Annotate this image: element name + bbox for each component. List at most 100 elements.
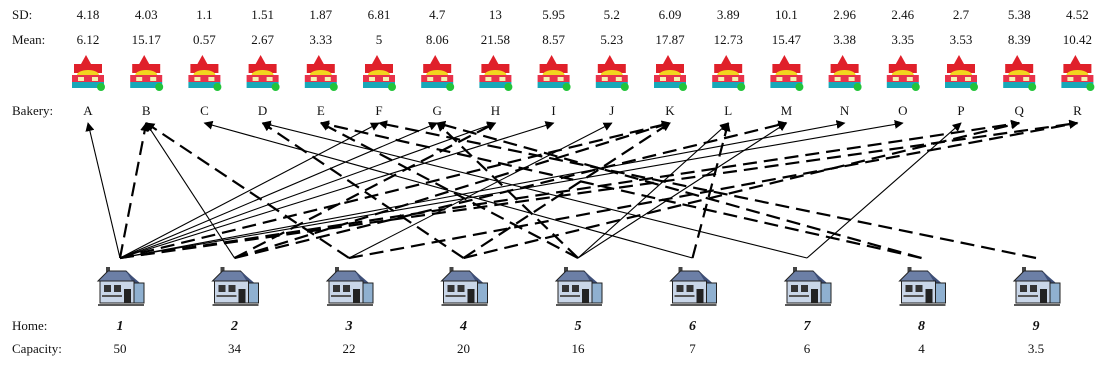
bakery-shop-icon (421, 55, 455, 91)
home-column-7: 76 (783, 267, 832, 356)
arrow-home-1-to-bakery-I (119, 121, 555, 259)
arrow-home-1-to-bakery-R (119, 119, 1079, 260)
bakery-mean-value: 21.58 (481, 32, 510, 47)
home-number-label: 8 (918, 319, 925, 334)
bakery-row-label: Bakery: (12, 103, 53, 118)
bakery-column-K: 6.09 17.87 K (654, 7, 687, 118)
bakery-letter-label: I (551, 103, 555, 118)
bakery-column-L: 3.89 12.73 L (712, 7, 746, 118)
bakery-column-B: 4.03 15.17 B (130, 7, 164, 118)
sd-row-label: SD: (12, 7, 32, 22)
bakery-shop-icon (479, 55, 513, 91)
bakery-column-E: 1.87 3.33 E (304, 7, 338, 118)
arrow-home-4-to-bakery-D (261, 122, 465, 259)
bakery-column-M: 10.1 15.47 M (770, 7, 804, 118)
bakery-mean-value: 17.87 (655, 32, 685, 47)
arrow-home-1-to-bakery-F (119, 122, 380, 259)
home-capacity-value: 16 (572, 341, 586, 356)
bakery-sd-value: 6.09 (659, 7, 682, 22)
bakery-shop-icon (537, 55, 571, 91)
bakery-letter-label: R (1073, 103, 1082, 118)
home-capacity-value: 4 (918, 341, 925, 356)
home-column-2: 234 (211, 267, 259, 356)
bakery-column-R: 4.52 10.42 R (1061, 7, 1095, 118)
bakery-letter-label: N (840, 103, 850, 118)
arrow-home-2-to-bakery-K (234, 121, 671, 260)
arrow-home-5-to-bakery-E (320, 122, 579, 259)
bakery-letter-label: J (609, 103, 614, 118)
bakery-sd-value: 10.1 (775, 7, 798, 22)
bakery-sd-value: 2.46 (891, 7, 914, 22)
bakery-shop-icon (886, 55, 920, 91)
bakery-letter-label: Q (1015, 103, 1025, 118)
arrow-home-5-to-bakery-L (577, 122, 729, 259)
bakery-letter-label: G (433, 103, 442, 118)
bakery-letter-label: L (724, 103, 732, 118)
bakery-letter-label: K (665, 103, 675, 118)
arrow-home-8-to-bakery-E (319, 120, 922, 260)
bakery-sd-value: 1.1 (196, 7, 212, 22)
arrow-home-7-to-bakery-D (261, 120, 808, 259)
home-capacity-value: 34 (228, 341, 242, 356)
bakery-sd-value: 3.89 (717, 7, 740, 22)
bakery-shop-icon (72, 55, 105, 91)
bakery-sd-value: 4.03 (135, 7, 158, 22)
bakery-column-G: 4.7 8.06 G (421, 7, 455, 118)
bakery-mean-value: 8.06 (426, 32, 449, 47)
bakery-column-N: 2.96 3.38 N (828, 7, 862, 118)
arrow-home-2-to-bakery-M (234, 120, 788, 260)
home-row-label: Home: (12, 318, 47, 333)
house-icon (96, 267, 145, 306)
home-capacity-value: 6 (804, 341, 811, 356)
bakery-letter-label: F (375, 103, 382, 118)
bakery-sd-value: 1.51 (251, 7, 274, 22)
bakery-shop-icon (130, 55, 164, 91)
home-number-label: 5 (575, 319, 582, 334)
home-capacity-value: 3.5 (1028, 341, 1044, 356)
arrow-home-1-to-bakery-B (118, 122, 150, 259)
home-capacity-value: 20 (457, 341, 470, 356)
home-number-label: 6 (689, 319, 696, 334)
home-column-8: 84 (898, 267, 946, 356)
bakery-mean-value: 15.17 (132, 32, 162, 47)
bakery-mean-value: 6.12 (77, 32, 100, 47)
bakery-shop-icon (1061, 55, 1095, 91)
bakery-shop-icon (828, 55, 862, 91)
bakery-shop-icon (304, 55, 338, 91)
bakery-mean-value: 5 (376, 32, 383, 47)
arrow-home-1-to-bakery-Q (119, 119, 1021, 260)
home-column-9: 93.5 (1012, 267, 1061, 356)
arrow-home-1-to-bakery-G (119, 122, 439, 259)
bakery-mean-value: 15.47 (772, 32, 802, 47)
arrow-home-7-to-bakery-P (806, 122, 962, 259)
bakery-columns: 4.18 6.12 A 4.03 15.17 B 1.1 0.57 C 1.51 2.67 D 1.87… (72, 7, 1095, 118)
bakery-sd-value: 5.38 (1008, 7, 1031, 22)
bakery-column-J: 5.2 5.23 J (595, 7, 629, 118)
bakery-shop-icon (188, 55, 222, 91)
bakery-sd-value: 2.7 (953, 7, 970, 22)
bakery-column-A: 4.18 6.12 A (72, 7, 105, 118)
bakery-mean-value: 3.53 (950, 32, 973, 47)
bakery-sd-value: 1.87 (309, 7, 332, 22)
arrow-home-1-to-bakery-K (119, 120, 671, 260)
bakery-sd-value: 5.95 (542, 7, 565, 22)
bakery-mean-value: 8.57 (542, 32, 565, 47)
bakery-letter-label: H (491, 103, 500, 118)
home-capacity-value: 22 (343, 341, 356, 356)
home-capacity-value: 50 (114, 341, 127, 356)
bakery-letter-label: C (200, 103, 209, 118)
bakery-column-F: 6.81 5 F (363, 7, 396, 118)
arrow-home-5-to-bakery-G (436, 122, 579, 259)
house-icon (669, 267, 717, 306)
bakery-mean-value: 5.23 (600, 32, 623, 47)
bakery-shop-icon (712, 55, 746, 91)
bakery-mean-value: 3.38 (833, 32, 856, 47)
arrow-home-6-to-bakery-C (203, 120, 693, 259)
bakery-shop-icon (595, 55, 629, 91)
bakery-column-C: 1.1 0.57 C (188, 7, 222, 118)
home-column-4: 420 (440, 267, 488, 356)
bakery-sd-value: 4.52 (1066, 7, 1089, 22)
bakery-letter-label: D (258, 103, 267, 118)
house-icon (783, 267, 832, 306)
bakery-column-I: 5.95 8.57 I (537, 7, 571, 118)
